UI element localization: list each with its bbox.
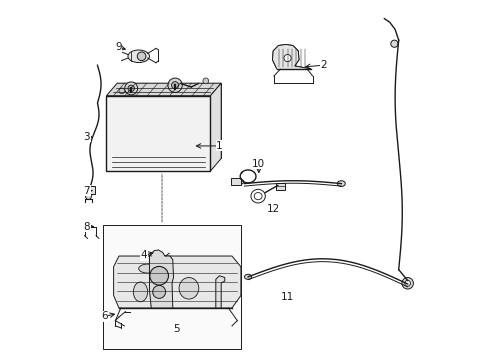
Circle shape [152, 285, 165, 298]
Polygon shape [106, 83, 221, 96]
Polygon shape [272, 44, 310, 69]
Ellipse shape [236, 179, 244, 184]
Circle shape [401, 278, 412, 289]
Text: 4: 4 [141, 250, 147, 260]
Bar [231, 178, 241, 185]
Circle shape [171, 82, 178, 89]
Text: 11: 11 [280, 292, 294, 302]
Text: 8: 8 [83, 222, 90, 231]
Circle shape [137, 52, 145, 60]
Ellipse shape [337, 181, 345, 186]
Polygon shape [84, 186, 95, 194]
Circle shape [128, 85, 134, 91]
Text: 12: 12 [266, 204, 279, 214]
Text: 9: 9 [115, 42, 122, 52]
Bar [276, 183, 285, 190]
Circle shape [124, 82, 137, 95]
Text: 7: 7 [83, 186, 90, 196]
Circle shape [404, 280, 410, 286]
Polygon shape [149, 250, 173, 308]
Ellipse shape [133, 282, 147, 302]
Text: 10: 10 [252, 159, 265, 169]
Polygon shape [106, 96, 210, 171]
Circle shape [149, 266, 168, 285]
Text: 6: 6 [101, 311, 108, 321]
Ellipse shape [179, 278, 198, 299]
Ellipse shape [254, 193, 262, 200]
Ellipse shape [244, 274, 251, 279]
Circle shape [203, 78, 208, 84]
Circle shape [167, 78, 182, 93]
Polygon shape [215, 276, 224, 308]
Bar [102, 225, 241, 348]
Circle shape [119, 88, 124, 94]
Circle shape [284, 54, 290, 62]
Polygon shape [117, 83, 221, 158]
Ellipse shape [85, 190, 92, 199]
Text: 1: 1 [216, 141, 222, 151]
Text: 2: 2 [320, 60, 326, 70]
Ellipse shape [153, 282, 167, 302]
Ellipse shape [128, 50, 149, 63]
Ellipse shape [139, 264, 156, 273]
Circle shape [390, 40, 397, 47]
Polygon shape [210, 83, 221, 171]
Polygon shape [113, 256, 241, 308]
Text: 5: 5 [173, 324, 179, 334]
Text: 3: 3 [83, 132, 90, 142]
